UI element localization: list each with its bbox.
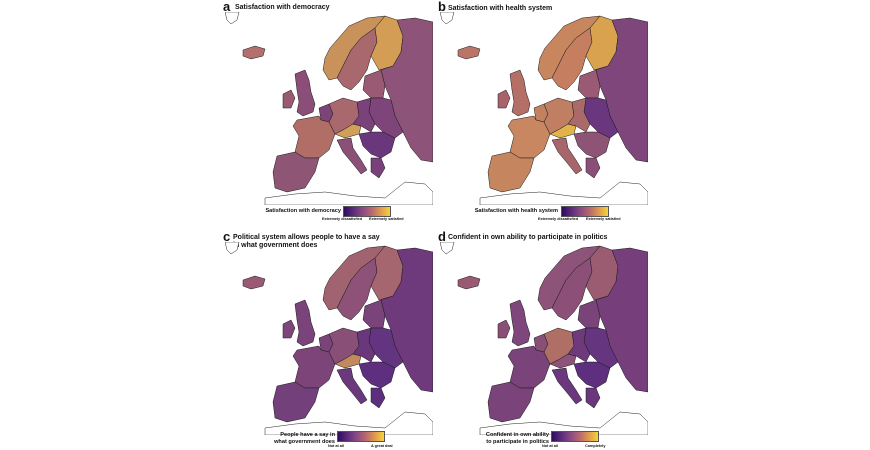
region-uk <box>509 69 531 117</box>
region-uk <box>294 299 316 347</box>
legend-title: Satisfaction with democracy <box>265 208 341 214</box>
legend-low-label: Extremely dissatisfied <box>538 217 579 221</box>
region-greece <box>370 157 386 179</box>
non-data-region <box>479 181 648 205</box>
legend-colorbar <box>337 431 385 442</box>
europe-map <box>225 242 433 435</box>
region-baltics <box>362 69 386 99</box>
panel-b: b Satisfaction with health system Satisf… <box>435 0 650 225</box>
region-italy <box>336 137 368 175</box>
legend-high-label: Completely <box>585 444 606 448</box>
region-iceland <box>457 275 481 290</box>
region-scand <box>551 257 593 321</box>
region-baltics <box>362 299 386 329</box>
region-balkans <box>358 131 396 159</box>
legend-colorbar <box>551 431 599 442</box>
non-data-region <box>264 411 433 435</box>
legend-title: People have a say in what government does <box>274 432 335 445</box>
region-iceland <box>457 45 481 60</box>
region-baltics <box>577 299 601 329</box>
region-fr <box>292 345 336 389</box>
greenland-outline <box>440 242 455 255</box>
europe-map <box>440 242 648 435</box>
non-data-region <box>479 411 648 435</box>
region-greece <box>370 387 386 409</box>
legend-low-label: Not at all <box>328 444 345 448</box>
region-uk <box>294 69 316 117</box>
panel-d: d Confident in own ability to participat… <box>435 228 650 450</box>
region-iberia <box>487 381 535 423</box>
legend-high-label: A great deal <box>371 444 393 448</box>
legend-colorbar <box>343 206 391 217</box>
region-scand <box>336 27 378 91</box>
europe-map <box>440 12 648 205</box>
greenland-outline <box>225 242 240 255</box>
panel-title: Satisfaction with health system <box>448 5 553 12</box>
region-uk <box>509 299 531 347</box>
region-italy <box>551 367 583 405</box>
legend-high-label: Extremely satisfied <box>369 217 404 221</box>
panel-a: a Satisfaction with democracy Satisfacti… <box>220 0 435 225</box>
region-fr <box>507 345 551 389</box>
region-fr <box>507 115 551 159</box>
region-iceland <box>242 275 266 290</box>
greenland-outline <box>440 12 455 25</box>
legend-high-label: Extremely satisfied <box>586 217 621 221</box>
region-iceland <box>242 45 266 60</box>
panel-letter: a <box>223 0 231 14</box>
legend-title: Satisfaction with health system <box>474 208 558 214</box>
legend-low-label: Extremely dissatisfied <box>322 217 363 221</box>
panel-title: Political system allows people to have a… <box>233 234 380 249</box>
region-fr <box>292 115 336 159</box>
legend-colorbar <box>561 206 609 217</box>
region-italy <box>551 137 583 175</box>
region-balkans <box>573 131 611 159</box>
region-ireland <box>282 89 296 109</box>
region-italy <box>336 367 368 405</box>
panel-letter: b <box>438 0 446 14</box>
europe-map <box>225 12 433 205</box>
region-ireland <box>497 89 511 109</box>
region-iberia <box>272 151 320 193</box>
region-balkans <box>573 361 611 389</box>
region-balkans <box>358 361 396 389</box>
legend-title: Confident in own ability to participate i… <box>485 432 549 445</box>
panel-c: c Political system allows people to have… <box>220 228 435 450</box>
region-baltics <box>577 69 601 99</box>
region-ireland <box>497 319 511 339</box>
panel-title: Confident in own ability to participate … <box>448 234 608 241</box>
region-ireland <box>282 319 296 339</box>
legend-low-label: Not at all <box>542 444 559 448</box>
region-scand <box>551 27 593 91</box>
region-greece <box>585 387 601 409</box>
region-iberia <box>272 381 320 423</box>
region-iberia <box>487 151 535 193</box>
panel-letter: d <box>438 229 446 244</box>
region-greece <box>585 157 601 179</box>
greenland-outline <box>225 12 240 25</box>
non-data-region <box>264 181 433 205</box>
panel-title: Satisfaction with democracy <box>235 4 330 11</box>
panel-letter: c <box>223 229 231 244</box>
region-scand <box>336 257 378 321</box>
